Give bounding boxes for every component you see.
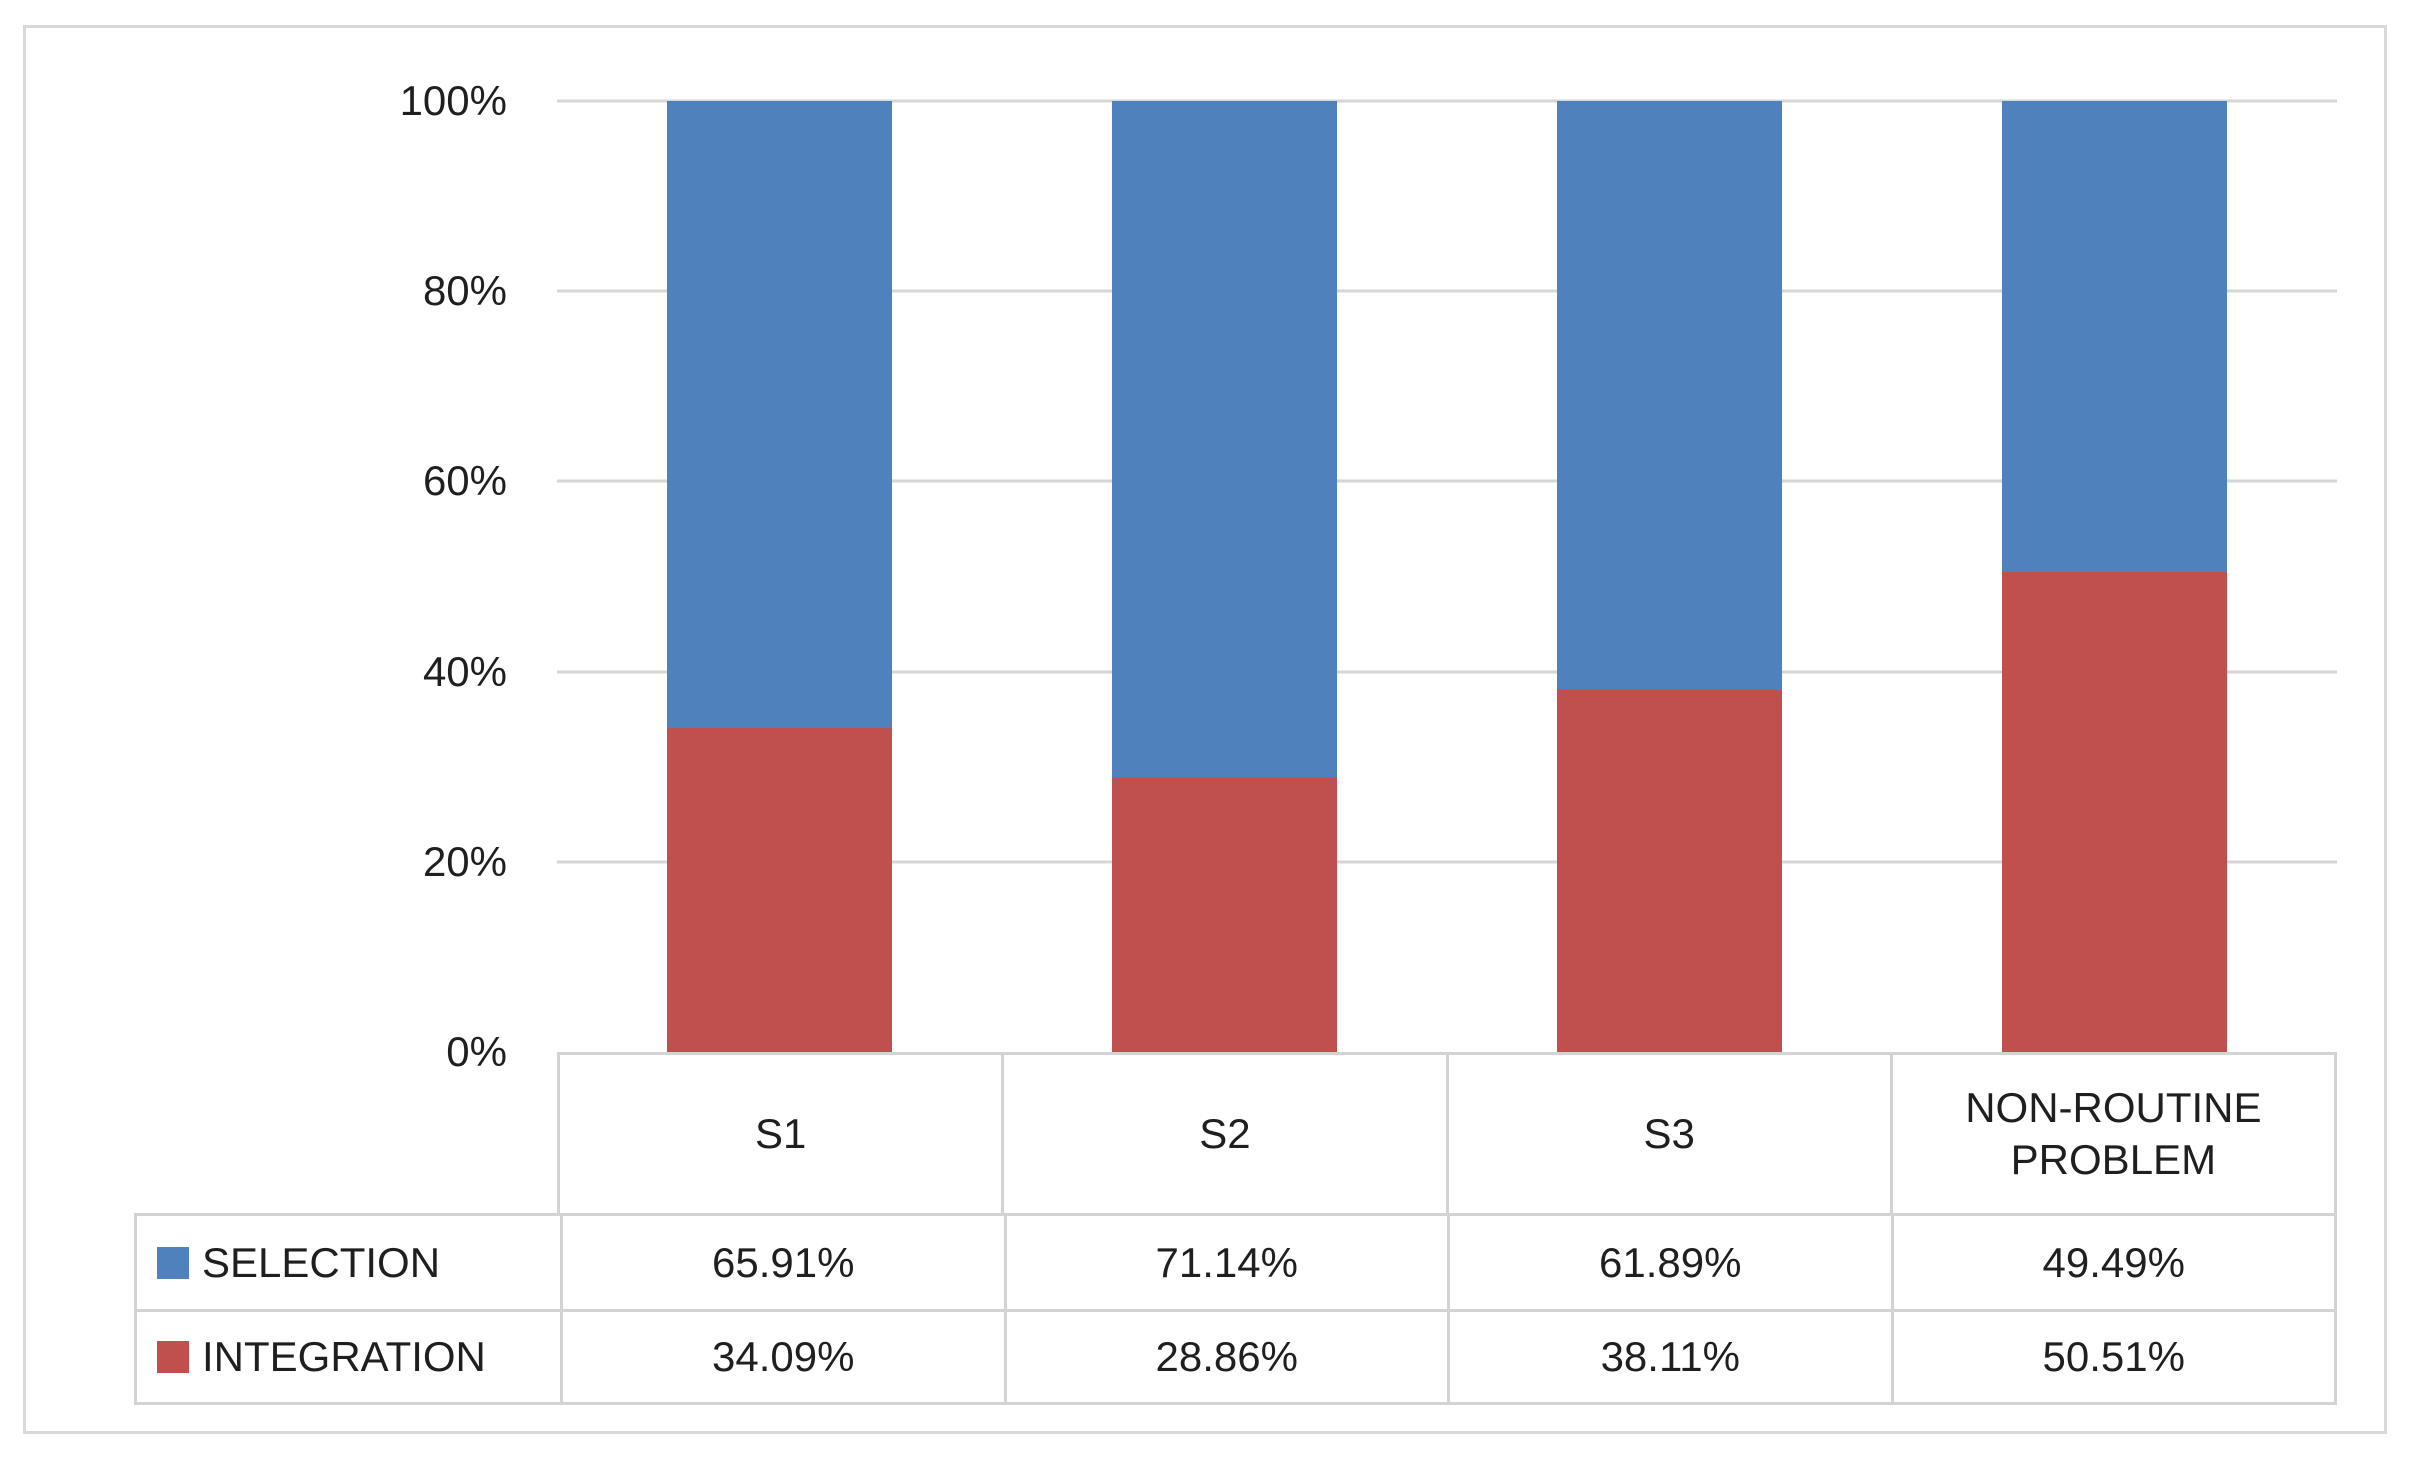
bar-s3 [1557,101,1782,1052]
chart-frame: 0% 20% 40% 60% 80% 100% S1 S2 S3 NON-ROUTINE … [23,25,2387,1434]
bar-segment-selection [1112,101,1337,778]
bar-non-routine-problem [2002,101,2227,1052]
table-row-integration: INTEGRATION 34.09% 28.86% 38.11% 50.51% [134,1309,2337,1405]
table-cell: 50.51% [1890,1312,2335,1402]
table-row-selection: SELECTION 65.91% 71.14% 61.89% 49.49% [134,1213,2337,1309]
gridline [557,99,2337,103]
selection-swatch-icon [157,1246,189,1279]
plot-area [557,99,2337,1052]
legend-label: INTEGRATION [202,1333,486,1380]
bar-segment-selection [1557,101,1782,690]
category-label: S2 [1001,1055,1445,1213]
table-cell: 65.91% [560,1216,1004,1309]
bar-s2 [1112,101,1337,1052]
data-table-body: SELECTION 65.91% 71.14% 61.89% 49.49% IN… [134,1213,2337,1405]
table-cell: 71.14% [1003,1216,1448,1309]
legend-item-selection: SELECTION [137,1216,560,1309]
y-axis-tick-label: 60% [422,457,507,505]
legend-item-integration: INTEGRATION [137,1312,560,1402]
y-axis-tick-label: 100% [399,77,507,124]
y-axis-tick-label: 0% [446,1028,507,1075]
table-cell: 34.09% [560,1312,1004,1402]
bar-segment-integration [667,727,892,1052]
bar-s1 [667,101,892,1052]
bar-segment-integration [1112,777,1337,1052]
table-cell: 61.89% [1447,1216,1891,1309]
bar-segment-selection [667,101,892,728]
table-cell: 38.11% [1447,1312,1891,1402]
y-axis-labels: 0% 20% 40% 60% 80% 100% [26,77,557,1075]
integration-swatch-icon [157,1341,189,1373]
legend-label: SELECTION [202,1238,441,1286]
y-axis-tick-label: 20% [422,837,507,885]
gridline [557,289,2337,293]
bar-segment-selection [2002,101,2227,572]
category-label: NON-ROUTINE PROBLEM [1889,1055,2334,1213]
y-axis-tick-label: 40% [422,647,507,695]
table-cell: 28.86% [1003,1312,1448,1402]
data-table-header-row: S1 S2 S3 NON-ROUTINE PROBLEM [557,1052,2337,1213]
gridline [557,860,2337,864]
table-cell: 49.49% [1890,1216,2335,1309]
y-axis-tick-label: 80% [422,267,507,315]
gridline [557,479,2337,483]
bar-segment-integration [1557,689,1782,1052]
category-label: S1 [754,1109,807,1157]
gridline [557,670,2337,674]
category-label: S3 [1445,1055,1890,1213]
bar-segment-integration [2002,571,2227,1052]
